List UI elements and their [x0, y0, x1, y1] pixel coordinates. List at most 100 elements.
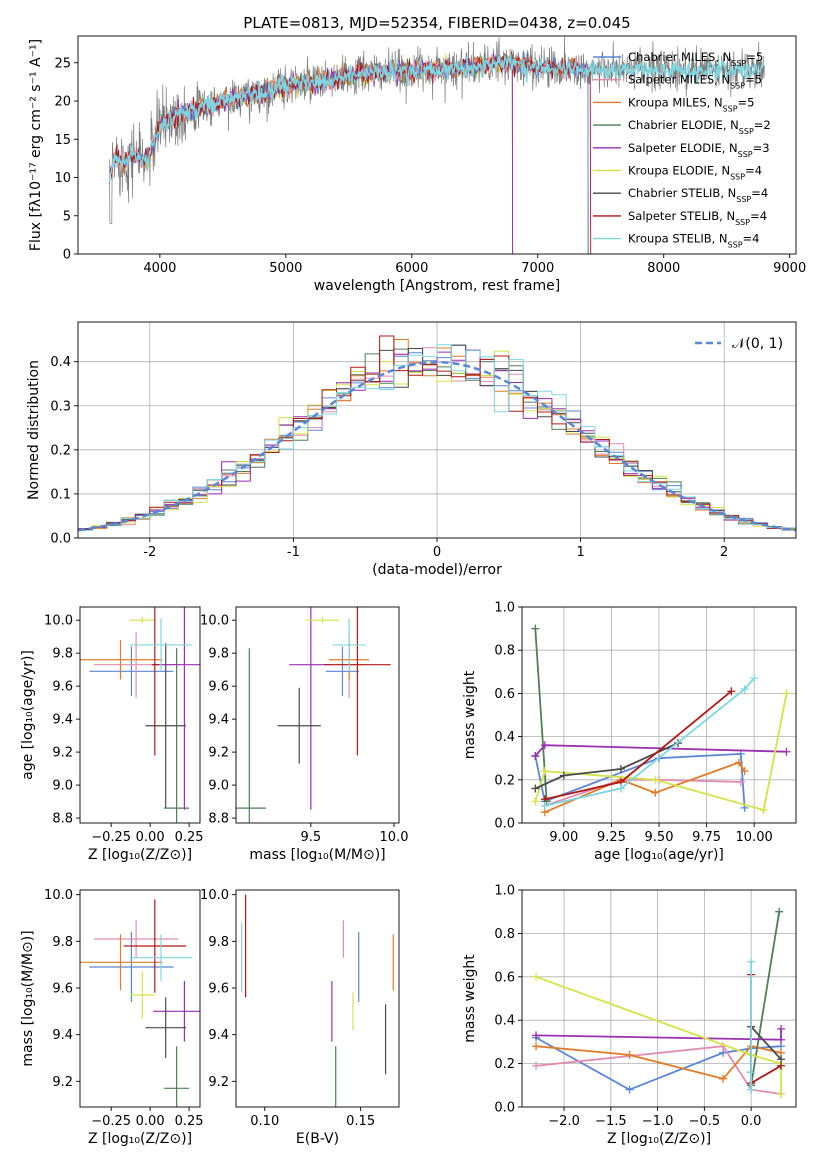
x-tick-label: 2 — [720, 545, 728, 560]
mass_weight_vs_Z-plot-area — [522, 890, 796, 1107]
series-line — [534, 628, 548, 802]
legend-label: Chabrier STELIB, NSSP=4 — [628, 186, 768, 204]
series-marker — [616, 765, 625, 773]
y-axis-label: age [log₁₀(age/yr)] — [20, 650, 36, 780]
y-axis-label: Normed distribution — [26, 360, 42, 500]
series-marker — [777, 1061, 786, 1070]
y-tick-label: 9.4 — [52, 713, 73, 728]
x-axis-label: Z [log₁₀(Z/Z⊙)] — [607, 1131, 711, 1147]
y-axis-label: mass [log₁₀(M/M⊙)] — [20, 930, 36, 1066]
y-tick-label: 0.4 — [494, 1014, 515, 1029]
y-tick-label: 1.0 — [494, 884, 515, 899]
y-tick-label: 9.6 — [52, 680, 73, 695]
y-tick-label: 10.0 — [44, 888, 73, 903]
y-tick-label: 0.6 — [494, 970, 515, 985]
x-tick-label: 8000 — [647, 261, 680, 276]
spectrum-model-line — [108, 53, 765, 183]
y-tick-label: 9.6 — [208, 680, 229, 695]
series-marker — [532, 1061, 541, 1070]
series-marker — [777, 1035, 786, 1044]
series-marker — [651, 775, 660, 784]
y-tick-label: 0.8 — [494, 644, 515, 659]
mass_vs_EBV-frame — [235, 889, 400, 1108]
residuals-chart: 𝒩(0, 1) -2 -1 0 1 2 0.0 0.1 0.2 0.3 0.4 (data-model… — [26, 321, 797, 578]
y-tick-label: 9.4 — [208, 713, 229, 728]
mass_vs_Z-frame — [79, 889, 201, 1108]
legend-label: Kroupa ELODIE, NSSP=4 — [628, 164, 762, 182]
x-tick-label: −1.5 — [595, 1114, 627, 1129]
series-marker — [777, 1024, 786, 1033]
series-marker — [532, 1031, 541, 1040]
x-axis-label: age [log₁₀(age/yr)] — [594, 847, 724, 863]
y-tick-label: 10.0 — [200, 888, 229, 903]
y-tick-label: 8.8 — [52, 812, 73, 827]
x-tick-label: 7000 — [521, 261, 554, 276]
age_vs_Z-chart: −0.25 0.00 0.25 8.8 9.0 9.2 9.4 9.6 9.8 10.0 Z [lo… — [20, 606, 204, 863]
y-tick-label: 0.0 — [494, 1101, 515, 1116]
series-marker — [777, 1089, 786, 1098]
legend-label: Chabrier MILES, NSSP=5 — [628, 50, 763, 68]
y-tick-label: 0.6 — [494, 687, 515, 702]
x-axis-label: wavelength [Angstrom, rest frame] — [314, 278, 560, 294]
normal-curve — [78, 360, 796, 532]
y-tick-label: 9.2 — [52, 746, 73, 761]
x-tick-label: −0.25 — [91, 1114, 131, 1129]
x-tick-label: 9.25 — [597, 830, 626, 845]
y-tick-label: 20 — [54, 95, 71, 110]
x-tick-label: 10.00 — [736, 830, 773, 845]
x-axis-label: Z [log₁₀(Z/Z⊙)] — [88, 1131, 192, 1147]
y-tick-label: 5 — [63, 209, 71, 224]
x-tick-label: 9.00 — [549, 830, 578, 845]
series-line — [544, 677, 755, 807]
mass_vs_EBV-plot-area — [241, 894, 394, 1107]
mass_weight_vs_age-chart: 9.00 9.25 9.50 9.75 10.00 0.0 0.2 0.4 0.6 0.8 1.0 a… — [462, 601, 797, 863]
series-marker — [540, 801, 549, 810]
normal-legend-label: 𝒩(0, 1) — [732, 336, 783, 352]
y-tick-label: 9.0 — [52, 779, 73, 794]
series-marker — [531, 797, 540, 806]
x-tick-label: 0.25 — [175, 1114, 204, 1129]
x-tick-label: 9.75 — [692, 830, 721, 845]
y-tick-label: 10 — [54, 171, 71, 186]
legend-label: Salpeter STELIB, NSSP=4 — [628, 209, 767, 227]
y-tick-label: 9.6 — [52, 982, 73, 997]
plot-layer: Chabrier MILES, NSSP=5 Salpeter MILES, NS… — [20, 35, 806, 1147]
legend-label: Salpeter MILES, NSSP=5 — [628, 73, 762, 91]
x-tick-label: 10.0 — [380, 830, 409, 845]
y-tick-label: 0.4 — [494, 730, 515, 745]
y-tick-label: 0.8 — [494, 927, 515, 942]
y-tick-label: 9.4 — [52, 1028, 73, 1043]
mass_vs_Z-plot-area — [80, 899, 200, 1107]
y-tick-label: 0.4 — [50, 355, 71, 370]
mass_weight_vs_Z-frame — [521, 889, 797, 1108]
y-tick-label: 10.0 — [200, 614, 229, 629]
y-tick-label: 0 — [63, 248, 71, 263]
series-marker — [727, 687, 736, 696]
series-line — [535, 975, 782, 1094]
mass_vs_EBV-chart: 0.10 0.15 9.2 9.4 9.6 9.8 10.0 E(B-V) — [200, 888, 400, 1147]
y-tick-label: 8.8 — [208, 812, 229, 827]
y-tick-label: 9.2 — [208, 746, 229, 761]
series-marker — [540, 741, 549, 750]
y-axis-label: mass weight — [462, 670, 478, 759]
x-tick-label: -2 — [143, 545, 156, 560]
y-tick-label: 9.0 — [208, 779, 229, 794]
mass_weight_vs_Z-chart: −2.0 −1.5 −1.0 −0.5 0.0 0.0 0.2 0.4 0.6 0.8 1.0 Z [… — [462, 884, 797, 1147]
x-axis-label: (data-model)/error — [372, 562, 502, 578]
x-tick-label: -1 — [287, 545, 300, 560]
y-tick-label: 0.1 — [50, 487, 71, 502]
x-tick-label: −0.25 — [91, 830, 131, 845]
y-axis-label: Flux [fλ10⁻¹⁷ erg cm⁻² s⁻¹ A⁻¹] — [28, 39, 44, 251]
x-tick-label: 0.00 — [136, 1114, 165, 1129]
series-marker — [740, 767, 749, 776]
age_vs_mass-plot-area — [236, 607, 391, 823]
y-tick-label: 0.2 — [494, 1057, 515, 1072]
series-marker — [747, 1085, 756, 1094]
series-marker — [540, 767, 549, 776]
x-axis-label: mass [log₁₀(M/M⊙)] — [249, 847, 385, 863]
legend-label: Kroupa MILES, NSSP=5 — [628, 95, 754, 113]
series-marker — [625, 1050, 634, 1059]
y-tick-label: 0.0 — [50, 532, 71, 547]
x-tick-label: 0.10 — [250, 1114, 279, 1129]
